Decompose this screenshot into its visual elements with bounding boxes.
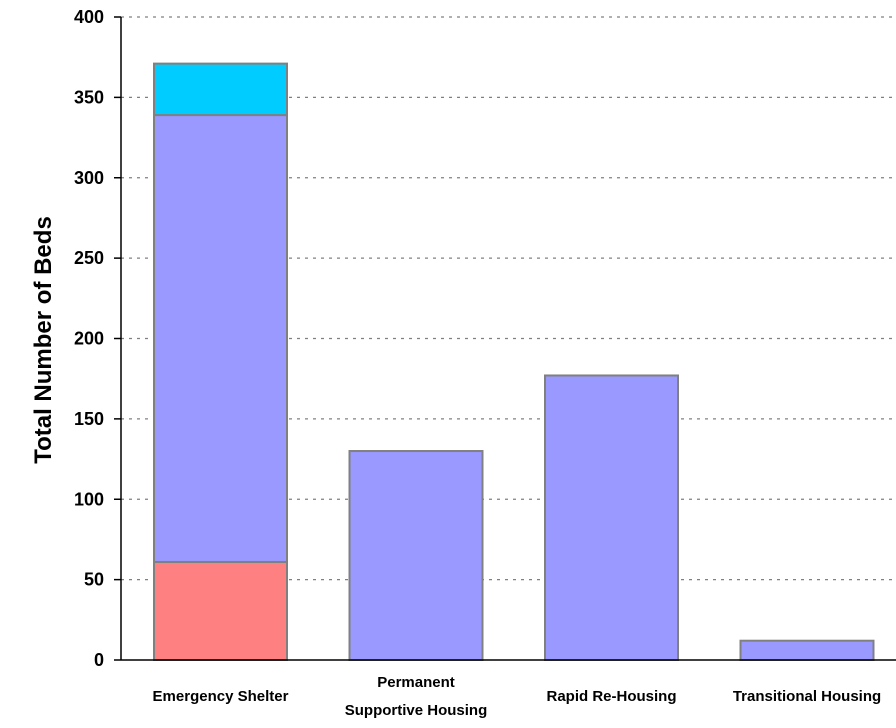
- y-tick-label: 350: [74, 87, 104, 107]
- axes: [114, 16, 896, 661]
- category-label: Emergency Shelter: [153, 688, 289, 705]
- bar-segment: [544, 374, 679, 661]
- labels: 0 50 100 150 200 250 300 350 400 Emergency Shelte…: [74, 7, 881, 719]
- y-tick-label: 100: [74, 489, 104, 509]
- bar-segment: [153, 560, 288, 662]
- y-tick-label: 150: [74, 409, 104, 429]
- bar-segment: [153, 114, 288, 563]
- bar-segment: [153, 62, 288, 117]
- bar-segment: [739, 639, 875, 662]
- y-tick-label: 0: [94, 650, 104, 670]
- category-label: Transitional Housing: [733, 688, 881, 705]
- category-label: Supportive Housing: [345, 702, 488, 719]
- y-tick-label: 400: [74, 7, 104, 27]
- y-tick-label: 250: [74, 248, 104, 268]
- bar-segment: [348, 450, 484, 661]
- y-tick-label: 300: [74, 168, 104, 188]
- y-axis-title: Total Number of Beds: [30, 216, 57, 464]
- y-tick-label: 200: [74, 329, 104, 349]
- category-label: Permanent: [377, 674, 455, 691]
- y-tick-label: 50: [84, 570, 104, 590]
- bars: [153, 62, 875, 662]
- category-label: Rapid Re-Housing: [547, 688, 677, 705]
